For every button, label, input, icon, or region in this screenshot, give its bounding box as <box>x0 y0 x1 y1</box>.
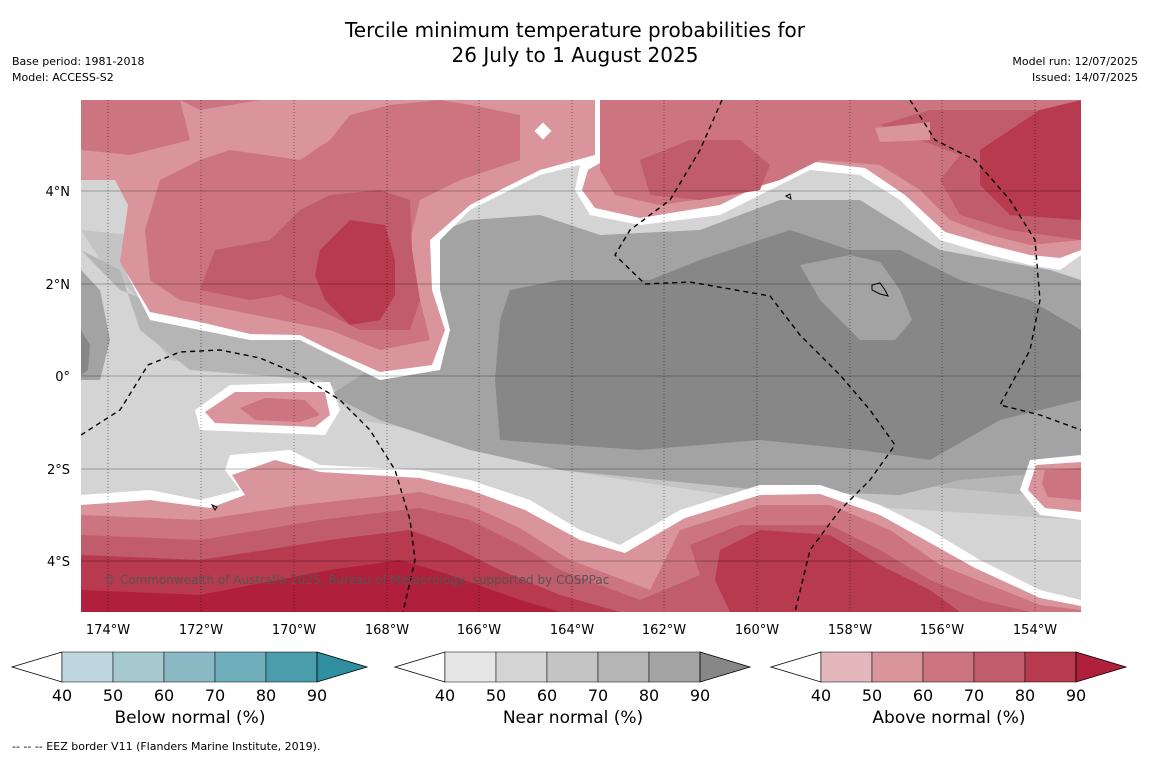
colorbar-tick-label: 70 <box>205 686 225 705</box>
near-normal-label: Near normal (%) <box>502 708 644 728</box>
colorbar-segment <box>922 651 975 683</box>
colorbar-tick-label: 80 <box>256 686 276 705</box>
colorbar-segment <box>61 651 114 683</box>
colorbar-low-extend <box>393 651 446 683</box>
colorbars: 40 50 60 70 80 90 40 50 60 70 80 90 40 50 60 70 80 90 <box>10 651 1128 705</box>
colorbar-segment <box>163 651 216 683</box>
colorbar-segment <box>214 651 267 683</box>
colorbar-high-extend <box>1075 651 1128 683</box>
colorbar-2: 40 50 60 70 80 90 <box>769 651 1128 705</box>
colorbar-segment <box>820 651 873 683</box>
map-field <box>81 100 1081 612</box>
above-normal-se-60 <box>1042 468 1081 500</box>
colorbar-tick-label: 40 <box>52 686 72 705</box>
meta-right: Model run: 12/07/2025 Issued: 14/07/2025 <box>1012 54 1138 86</box>
above-normal-ne-80 <box>980 100 1081 220</box>
colorbar-tick-label: 50 <box>862 686 882 705</box>
map-title-line1: Tercile minimum temperature probabilitie… <box>344 18 806 42</box>
colorbar-segment <box>265 651 318 683</box>
colorbar-tick-label: 70 <box>588 686 608 705</box>
lat-label: 4°N <box>46 185 71 200</box>
colorbar-tick-label: 90 <box>307 686 327 705</box>
near-normal-80-inner <box>800 255 912 340</box>
near-normal-90 <box>495 230 1081 460</box>
colorbar-tick-label: 60 <box>913 686 933 705</box>
above-normal-label: Above normal (%) <box>872 708 1026 728</box>
colorbar-high-extend <box>316 651 369 683</box>
colorbar-low-extend <box>769 651 822 683</box>
colorbar-segment <box>1024 651 1077 683</box>
lat-label: 0° <box>55 370 70 385</box>
colorbar-tick-label: 90 <box>690 686 710 705</box>
latitude-labels: 4°N 2°N 0° 2°S 4°S <box>46 185 71 570</box>
colorbar-tick-label: 50 <box>486 686 506 705</box>
eez-borders <box>81 100 1081 612</box>
colorbar-segment <box>495 651 548 683</box>
island-outlines <box>210 193 889 511</box>
issued-text: Issued: 14/07/2025 <box>1031 71 1138 84</box>
lon-label: 156°W <box>920 623 964 638</box>
colorbar-tick-label: 70 <box>964 686 984 705</box>
colorbar-1: 40 50 60 70 80 90 <box>393 651 752 705</box>
colorbar-segment <box>648 651 701 683</box>
lat-label: 2°N <box>46 278 71 293</box>
longitude-gridlines <box>107 100 1036 612</box>
lon-label: 170°W <box>272 623 316 638</box>
colorbar-segment <box>546 651 599 683</box>
colorbar-tick-label: 40 <box>435 686 455 705</box>
meta-left: Base period: 1981-2018 Model: ACCESS-S2 <box>12 54 144 86</box>
lon-label: 158°W <box>828 623 872 638</box>
above-normal-ne-50-patch <box>875 122 930 142</box>
colorbar-segment <box>871 651 924 683</box>
lon-label: 172°W <box>179 623 223 638</box>
colorbar-tick-label: 50 <box>103 686 123 705</box>
near-normal-west-edge <box>81 330 90 375</box>
colorbar-segment <box>973 651 1026 683</box>
above-normal-eq-60 <box>240 398 320 422</box>
model-text: Model: ACCESS-S2 <box>12 71 114 84</box>
lon-label: 166°W <box>457 623 501 638</box>
lon-label: 174°W <box>86 623 130 638</box>
base-period-text: Base period: 1981-2018 <box>12 55 145 68</box>
colorbar-tick-label: 60 <box>154 686 174 705</box>
map-title-line2: 26 July to 1 August 2025 <box>451 43 699 67</box>
model-run-text: Model run: 12/07/2025 <box>1012 55 1138 68</box>
lon-label: 160°W <box>735 623 779 638</box>
copyright-text: © Commonwealth of Australia 2025, Bureau… <box>104 573 609 587</box>
colorbar-tick-label: 60 <box>537 686 557 705</box>
lon-label: 168°W <box>365 623 409 638</box>
above-normal-north-80 <box>315 220 395 325</box>
colorbar-tick-label: 90 <box>1066 686 1086 705</box>
colorbar-low-extend <box>10 651 63 683</box>
above-normal-north-60b <box>81 100 190 155</box>
lat-label: 4°S <box>47 555 70 570</box>
colorbar-high-extend <box>699 651 752 683</box>
above-normal-south-80b <box>715 530 960 612</box>
colorbar-tick-label: 80 <box>639 686 659 705</box>
colorbar-segment <box>597 651 650 683</box>
eez-footnote: -- -- -- EEZ border V11 (Flanders Marine… <box>12 740 321 753</box>
map-title: Tercile minimum temperature probabilitie… <box>0 18 1150 68</box>
above-normal-ne-70 <box>640 140 770 200</box>
longitude-labels: 174°W 172°W 170°W 168°W 166°W 164°W 162°… <box>86 623 1057 638</box>
colorbar-segment <box>444 651 497 683</box>
below-normal-label: Below normal (%) <box>114 708 266 728</box>
latitude-gridlines <box>81 190 1081 562</box>
colorbar-0: 40 50 60 70 80 90 <box>10 651 369 705</box>
island-patch <box>534 122 552 140</box>
lon-label: 164°W <box>550 623 594 638</box>
lon-label: 162°W <box>642 623 686 638</box>
lon-label: 154°W <box>1013 623 1057 638</box>
colorbar-tick-label: 80 <box>1015 686 1035 705</box>
colorbar-tick-label: 40 <box>811 686 831 705</box>
colorbar-segment <box>112 651 165 683</box>
lat-label: 2°S <box>47 463 70 478</box>
